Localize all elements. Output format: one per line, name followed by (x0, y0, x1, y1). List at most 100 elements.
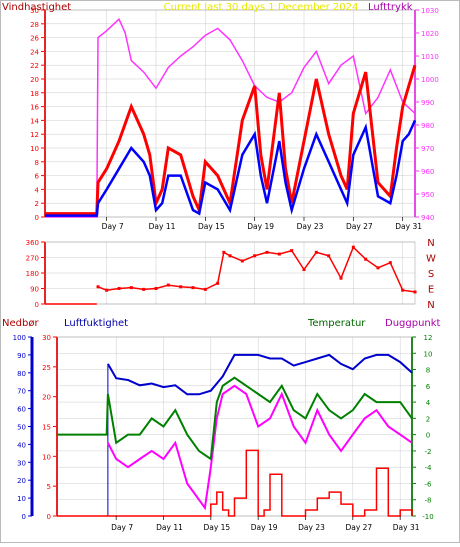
wind-direction-point (314, 250, 318, 254)
wind-direction-point (253, 254, 257, 258)
panel1-ytick-label: 0 (35, 214, 39, 222)
panel2-ytick-label: 270 (26, 255, 39, 263)
wind-direction-point (240, 259, 244, 263)
panel1-ytick-label: 24 (30, 48, 39, 56)
rain-tick-label: 0 (47, 513, 51, 521)
temperature-tick-label: -2 (425, 448, 432, 456)
panel1-y2tick-label: 1000 (421, 76, 439, 84)
wind-direction-point (105, 288, 109, 292)
panel1-ytick-label: 28 (30, 21, 39, 29)
rain-tick-label: 30 (42, 334, 51, 342)
panel2-compass-label: N (427, 238, 434, 249)
rain-tick-label: 5 (47, 483, 51, 491)
panel3-xtick-label: Day 23 (298, 523, 325, 532)
rain-tick-label: 20 (42, 394, 51, 402)
wind-direction-point (216, 281, 220, 285)
wind-direction-point (191, 286, 195, 290)
panel1-xtick-label: Day 31 (395, 222, 422, 231)
temperature-series-line (57, 376, 413, 461)
panel2-compass-label: W (426, 254, 436, 265)
temperature-tick-label: 10 (424, 350, 433, 358)
temperature-tick-label: -4 (425, 464, 433, 472)
wind-direction-point (222, 250, 226, 254)
panel1-y2tick-label: 980 (421, 122, 434, 130)
wind-gust-series-line (45, 119, 417, 217)
temperature-tick-label: 4 (426, 399, 431, 407)
temperature-tick-label: 6 (426, 383, 431, 391)
humidity-tick-label: 0 (22, 513, 26, 521)
humidity-tick-label: 80 (17, 370, 26, 378)
panel2-compass-label: E (428, 285, 434, 296)
panel1-ytick-label: 18 (30, 90, 39, 98)
wind-direction-point (376, 266, 380, 270)
wind-direction-point (302, 268, 306, 272)
panel1-ytick-label: 16 (30, 104, 39, 112)
panel1-y2tick-label: 940 (421, 214, 434, 222)
panel1-ytick-label: 30 (30, 7, 39, 15)
temperature-tick-label: 0 (426, 432, 430, 440)
rain-tick-label: 10 (42, 453, 51, 461)
humidity-tick-label: 60 (17, 406, 26, 414)
wind-direction-point (339, 276, 343, 280)
panel1-xtick-label: Day 11 (149, 222, 176, 231)
panel1-y2tick-label: 970 (421, 145, 434, 153)
humidity-series-line (107, 353, 413, 396)
panel1-ytick-label: 6 (35, 173, 40, 181)
wind-direction-point (265, 250, 269, 254)
panel1-y2tick-label: 1010 (421, 53, 439, 61)
rain-tick-label: 15 (42, 424, 51, 432)
rain-tick-label: 25 (42, 364, 51, 372)
panel1-left-axis-title: Vindhastighet (2, 2, 71, 13)
panel1-ytick-label: 8 (35, 159, 39, 167)
humidity-tick-label: 20 (17, 477, 26, 485)
rain-axis-title: Nedbør (2, 318, 39, 329)
wind-direction-point (228, 254, 232, 258)
panel2-ytick-label: 360 (26, 239, 39, 247)
wind-direction-series-line (97, 245, 416, 293)
panel1-ytick-label: 14 (30, 117, 39, 125)
panel1-ytick-label: 4 (35, 186, 40, 194)
wind-direction-point (179, 285, 183, 289)
humidity-tick-label: 100 (13, 334, 26, 342)
wind-direction-point (142, 287, 146, 291)
wind-direction-point (129, 286, 133, 290)
wind-direction-point (401, 288, 405, 292)
panel3-xtick-label: Day 15 (203, 523, 230, 532)
temperature-tick-label: 12 (424, 334, 433, 342)
panel1-xtick-label: Day 23 (297, 222, 324, 231)
panel1-ytick-label: 12 (30, 131, 39, 139)
panel2-plot-frame (44, 241, 416, 305)
panel1-y2tick-label: 960 (421, 168, 434, 176)
panel3-xtick-label: Day 27 (345, 523, 372, 532)
panel2-ytick-label: 90 (30, 286, 39, 294)
wind-direction-point (327, 254, 331, 258)
humidity-tick-label: 50 (17, 424, 26, 432)
temperature-tick-label: -10 (422, 513, 433, 521)
wind-speed-series-line (45, 64, 417, 216)
dewpoint-axis-title: Duggpunkt (385, 318, 441, 329)
panel3-xtick-label: Day 19 (251, 523, 278, 532)
temperature-tick-label: -6 (425, 480, 433, 488)
panel2-compass-label: N (427, 300, 434, 311)
wind-direction-point (203, 287, 207, 291)
panel1-y2tick-label: 950 (421, 191, 434, 199)
panel1-ytick-label: 20 (30, 76, 39, 84)
wind-direction-point (351, 245, 355, 249)
panel3-xtick-label: Day 31 (393, 523, 420, 532)
panel1-ytick-label: 2 (35, 200, 39, 208)
wind-direction-point (413, 290, 417, 294)
humidity-tick-label: 90 (17, 352, 26, 360)
humidity-tick-label: 30 (17, 459, 26, 467)
wind-direction-point (364, 257, 368, 261)
humidity-tick-label: 10 (17, 495, 26, 503)
panel3-xtick-label: Day 11 (156, 523, 183, 532)
temperature-tick-label: 8 (426, 367, 430, 375)
panel1-chart-title: Current last 30 days 1 December 2024 (164, 2, 359, 13)
panel2-compass-label: S (428, 269, 434, 280)
panel1-y2tick-label: 1020 (421, 30, 439, 38)
panel1-ytick-label: 10 (30, 145, 39, 153)
panel3-xtick-label: Day 7 (111, 523, 133, 532)
